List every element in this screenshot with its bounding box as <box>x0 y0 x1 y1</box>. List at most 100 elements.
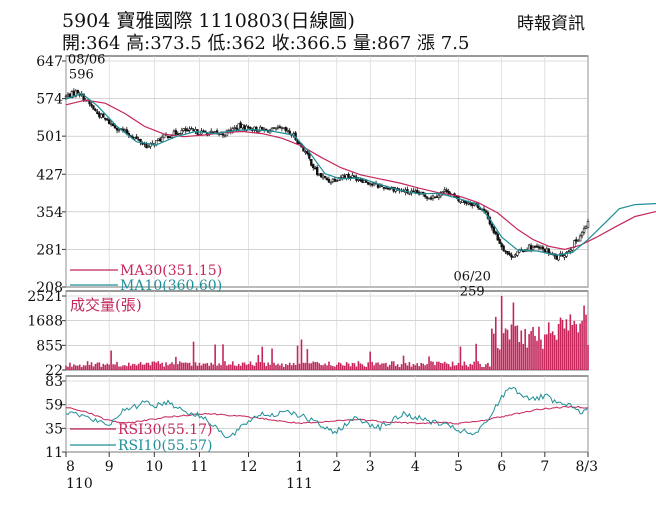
volume-bar <box>251 364 254 370</box>
volume-bar <box>565 319 568 370</box>
volume-bar <box>587 344 589 370</box>
candle-body <box>469 203 472 205</box>
volume-bar <box>545 334 548 370</box>
candle-body <box>586 221 590 228</box>
candle-body <box>107 119 111 124</box>
volume-bar <box>408 362 411 370</box>
candle-body <box>72 90 76 96</box>
volume-bar <box>518 342 521 370</box>
candle-body <box>160 136 164 143</box>
volume-bar <box>530 331 532 370</box>
candle-body <box>490 223 494 228</box>
volume-bar <box>237 363 240 370</box>
candle-body <box>575 239 578 242</box>
candle-body <box>412 190 415 193</box>
candle-body <box>235 127 238 130</box>
volume-bar <box>192 341 195 370</box>
volume-bar <box>538 326 540 370</box>
candle-body <box>539 247 543 250</box>
candle-body <box>306 150 309 154</box>
volume-bar <box>385 362 387 370</box>
candle-body <box>221 133 225 136</box>
candle-body <box>492 226 496 233</box>
volume-bar <box>306 349 309 370</box>
quote-line: 開:364 高:373.5 低:362 收:366.5 量:867 漲 7.5 <box>62 33 470 54</box>
candle-body <box>382 187 386 189</box>
candle-body <box>308 152 311 159</box>
volume-bar <box>561 319 564 370</box>
ma30-line <box>65 99 656 251</box>
volume-bar <box>153 361 156 370</box>
volume-bar <box>540 339 542 370</box>
candle-body <box>282 127 286 130</box>
candle-body <box>210 130 213 133</box>
volume-bar <box>243 362 246 370</box>
volume-bar <box>222 344 224 370</box>
candle-body <box>278 126 282 129</box>
volume-bar <box>114 364 116 370</box>
volume-panel: 成交量(張) <box>65 296 589 370</box>
candle-body <box>425 196 429 199</box>
x-tick-label: 12 <box>240 459 258 475</box>
volume-bar <box>131 363 134 370</box>
candle-body <box>117 129 121 132</box>
volume-bar <box>585 314 587 370</box>
volume-bar <box>102 363 105 370</box>
candle-body <box>363 179 366 184</box>
volume-bar <box>281 363 283 370</box>
candle-body <box>335 180 339 182</box>
candle-body <box>192 129 195 132</box>
volume-bar <box>434 365 436 370</box>
price-y-tick-label: 208 <box>36 280 63 296</box>
candle-body <box>257 131 260 133</box>
volume-bar <box>383 363 385 370</box>
volume-bar <box>82 365 85 370</box>
candle-body <box>496 233 499 241</box>
rsi30-line <box>65 405 589 425</box>
candle-body <box>376 184 380 188</box>
volume-bar <box>332 366 334 370</box>
rsi-y-tick-label: 35 <box>45 421 63 437</box>
volume-bar <box>555 339 558 370</box>
candle-body <box>113 125 117 129</box>
candle-body <box>237 123 240 130</box>
candle-body <box>186 129 189 132</box>
volume-bar <box>441 363 444 370</box>
candle-body <box>264 128 268 131</box>
candle-body <box>353 175 356 178</box>
volume-bar <box>259 361 262 370</box>
volume-bar <box>267 362 269 370</box>
volume-bar <box>308 363 311 370</box>
volume-bar <box>524 328 527 370</box>
candle-body <box>506 250 509 255</box>
volume-bar <box>188 362 191 370</box>
candle-body <box>90 103 93 107</box>
volume-bar <box>440 362 442 370</box>
volume-bar <box>353 363 356 370</box>
volume-bar <box>489 366 491 370</box>
volume-bar <box>163 366 165 370</box>
volume-bar <box>141 364 144 370</box>
volume-bar <box>508 339 511 370</box>
volume-bar <box>253 365 256 370</box>
volume-bar <box>500 296 503 370</box>
volume-bar <box>428 356 430 370</box>
volume-bar <box>186 363 189 370</box>
volume-bar <box>336 364 338 370</box>
candle-body <box>578 235 582 242</box>
volume-bar <box>549 333 552 370</box>
volume-y-tick-label: 2521 <box>27 289 63 305</box>
candle-body <box>223 134 227 137</box>
volume-bar <box>387 366 389 370</box>
volume-bar <box>345 362 348 370</box>
volume-bar <box>220 365 222 370</box>
volume-bar <box>347 363 350 370</box>
candle-body <box>427 197 431 200</box>
volume-bar <box>573 320 576 370</box>
candle-body <box>280 127 284 129</box>
volume-bar <box>512 302 515 370</box>
volume-bar <box>290 365 293 370</box>
candle-body <box>423 194 427 197</box>
candle-body <box>555 254 558 260</box>
candle-body <box>357 179 360 181</box>
